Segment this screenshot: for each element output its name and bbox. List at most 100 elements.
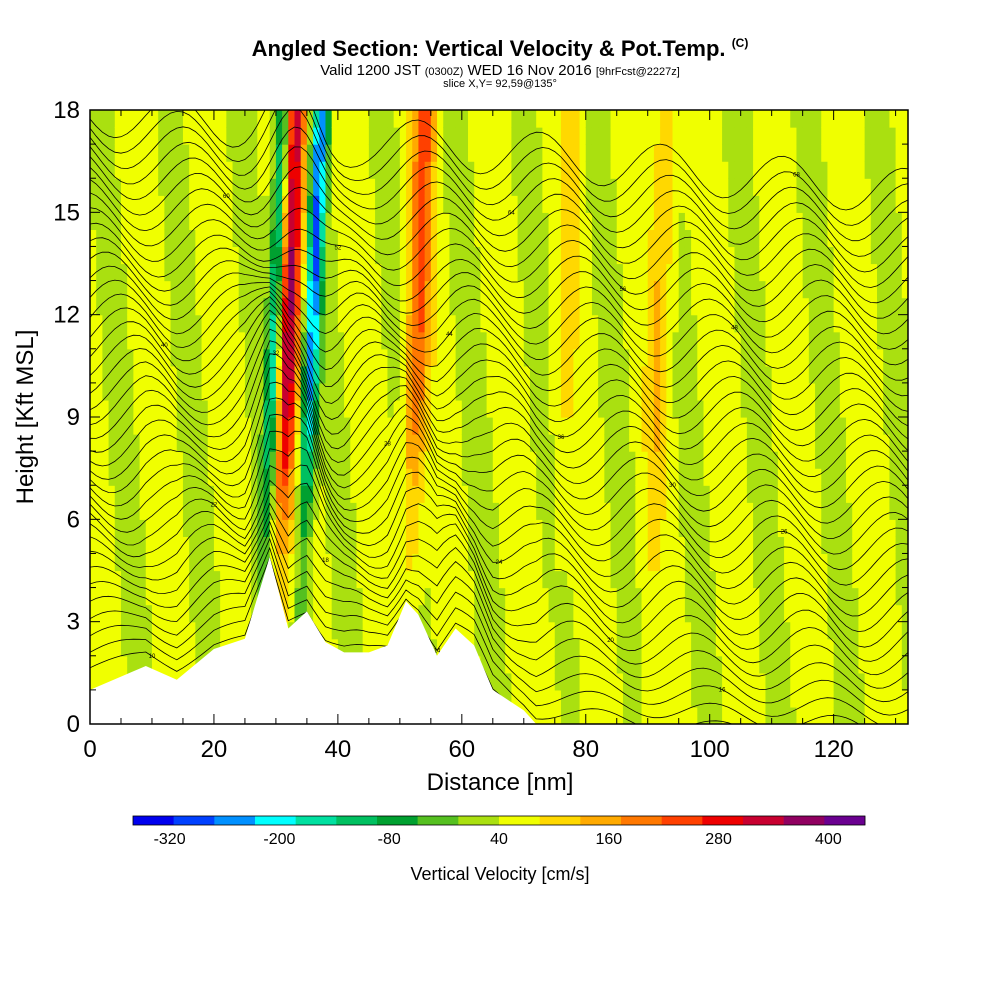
colorbar-tick-label: 160 bbox=[595, 831, 622, 848]
theta-contour-line bbox=[90, 529, 880, 724]
theta-contour-line bbox=[90, 265, 908, 397]
theta-contour-line bbox=[90, 110, 908, 226]
slice-label: slice X,Y= 92,59@135° bbox=[443, 78, 557, 90]
theta-contour-line bbox=[90, 309, 908, 478]
theta-contour-line bbox=[90, 291, 908, 440]
theta-contour-line bbox=[90, 502, 908, 689]
y-tick-label: 6 bbox=[67, 506, 80, 533]
colorbar-swatch bbox=[133, 816, 174, 825]
colorbar-swatch bbox=[783, 816, 825, 825]
colorbar-swatch bbox=[173, 816, 215, 825]
theta-contour-line bbox=[90, 126, 908, 257]
theta-contour-label: 26 bbox=[781, 530, 788, 536]
colorbar-tick-label: -320 bbox=[154, 831, 186, 848]
theta-contour-line bbox=[90, 279, 908, 412]
y-tick-label: 12 bbox=[53, 302, 80, 329]
colorbar-swatch bbox=[336, 816, 378, 825]
y-tick-label: 18 bbox=[53, 97, 80, 124]
theta-contour-label: 64 bbox=[508, 211, 515, 217]
colorbar-swatch bbox=[743, 816, 784, 825]
theta-contour-label: 16 bbox=[719, 688, 726, 694]
theta-contour-line bbox=[90, 397, 908, 586]
x-tick-label: 0 bbox=[83, 736, 96, 763]
theta-contour-label: 48 bbox=[731, 326, 738, 332]
theta-contour-line bbox=[90, 146, 908, 273]
theta-contour-line bbox=[90, 479, 908, 662]
theta-contour-line bbox=[90, 207, 908, 335]
theta-contour-label: 22 bbox=[211, 502, 218, 508]
x-tick-label: 60 bbox=[448, 736, 475, 763]
theta-contour-line bbox=[90, 413, 908, 601]
theta-contour-line bbox=[90, 367, 908, 555]
y-tick-label: 15 bbox=[53, 199, 80, 226]
colorbar-swatch bbox=[458, 816, 500, 825]
x-tick-label: 120 bbox=[814, 736, 854, 763]
theta-contour-label: 56 bbox=[620, 287, 627, 293]
theta-contour-line bbox=[90, 537, 860, 724]
theta-contour-line bbox=[90, 340, 908, 524]
theta-contour-line bbox=[90, 446, 908, 633]
colorbar-tick-label: -200 bbox=[263, 831, 295, 848]
theta-contour-line bbox=[90, 511, 908, 703]
theta-contour-line bbox=[90, 381, 908, 571]
colorbar-swatch bbox=[621, 816, 662, 825]
colorbar-swatch bbox=[255, 816, 296, 825]
theta-contour-line bbox=[90, 328, 908, 509]
colorbar-swatch bbox=[702, 816, 744, 825]
chart-title: Angled Section: Vertical Velocity & Pot.… bbox=[251, 36, 749, 61]
theta-contour-line bbox=[90, 520, 908, 716]
colorbar-swatch bbox=[539, 816, 581, 825]
theta-contour-line bbox=[90, 166, 908, 288]
colorbar-label: Vertical Velocity [cm/s] bbox=[410, 864, 589, 884]
colorbar-tick-label: 400 bbox=[815, 831, 842, 848]
colorbar-tick-label: 40 bbox=[490, 831, 508, 848]
y-tick-label: 0 bbox=[67, 711, 80, 738]
theta-contour-line bbox=[90, 222, 908, 350]
y-axis-label: Height [Kft MSL] bbox=[12, 330, 39, 505]
terrain bbox=[90, 556, 908, 724]
y-tick-label: 9 bbox=[67, 404, 80, 431]
theta-contour-line bbox=[90, 286, 908, 427]
theta-contour-label: 24 bbox=[496, 560, 503, 566]
theta-contour-label: 30 bbox=[669, 483, 676, 489]
theta-contour-label: 36 bbox=[558, 435, 565, 441]
theta-contour-line bbox=[90, 192, 908, 319]
theta-contour-label: 44 bbox=[446, 332, 453, 338]
theta-contour-label: 14 bbox=[434, 648, 441, 654]
colorbar-swatch bbox=[580, 816, 622, 825]
theta-contour-line bbox=[90, 318, 908, 493]
theta-contour-label: 20 bbox=[607, 638, 614, 644]
colorbar: -320 -200 -80 40 160 280 400 bbox=[132, 815, 866, 848]
theta-contour-label: 60 bbox=[223, 194, 230, 200]
theta-contour-line bbox=[90, 251, 908, 381]
theta-contour-label: 68 bbox=[793, 173, 800, 179]
theta-contour-label: 10 bbox=[149, 654, 156, 660]
colorbar-tick-label: -80 bbox=[378, 831, 401, 848]
colorbar-swatch bbox=[295, 816, 337, 825]
colorbar-swatch bbox=[499, 816, 540, 825]
theta-contour-label: 40 bbox=[161, 343, 168, 349]
x-tick-label: 40 bbox=[325, 736, 352, 763]
y-tick-label: 3 bbox=[67, 609, 80, 636]
theta-contour-line bbox=[90, 430, 908, 617]
colorbar-swatch bbox=[214, 816, 256, 825]
theta-contour-line bbox=[90, 353, 908, 539]
x-tick-label: 20 bbox=[201, 736, 228, 763]
theta-contour-label: 18 bbox=[322, 558, 329, 564]
colorbar-swatch bbox=[377, 816, 418, 825]
theta-contour-line bbox=[90, 110, 908, 242]
theta-contour-line bbox=[90, 491, 908, 676]
x-tick-label: 100 bbox=[690, 736, 730, 763]
colorbar-frame bbox=[132, 815, 866, 826]
theta-contour-label: 28 bbox=[384, 441, 391, 447]
theta-contour-line bbox=[90, 179, 908, 304]
x-tick-label: 80 bbox=[572, 736, 599, 763]
theta-contour-line bbox=[90, 296, 908, 451]
theta-contour-line bbox=[90, 464, 908, 648]
theta-contour-line bbox=[90, 302, 908, 462]
theta-contour-line bbox=[90, 110, 908, 211]
colorbar-swatch bbox=[824, 816, 866, 825]
chart-subtitle: Valid 1200 JST (0300Z) WED 16 Nov 2016 [… bbox=[320, 62, 680, 79]
